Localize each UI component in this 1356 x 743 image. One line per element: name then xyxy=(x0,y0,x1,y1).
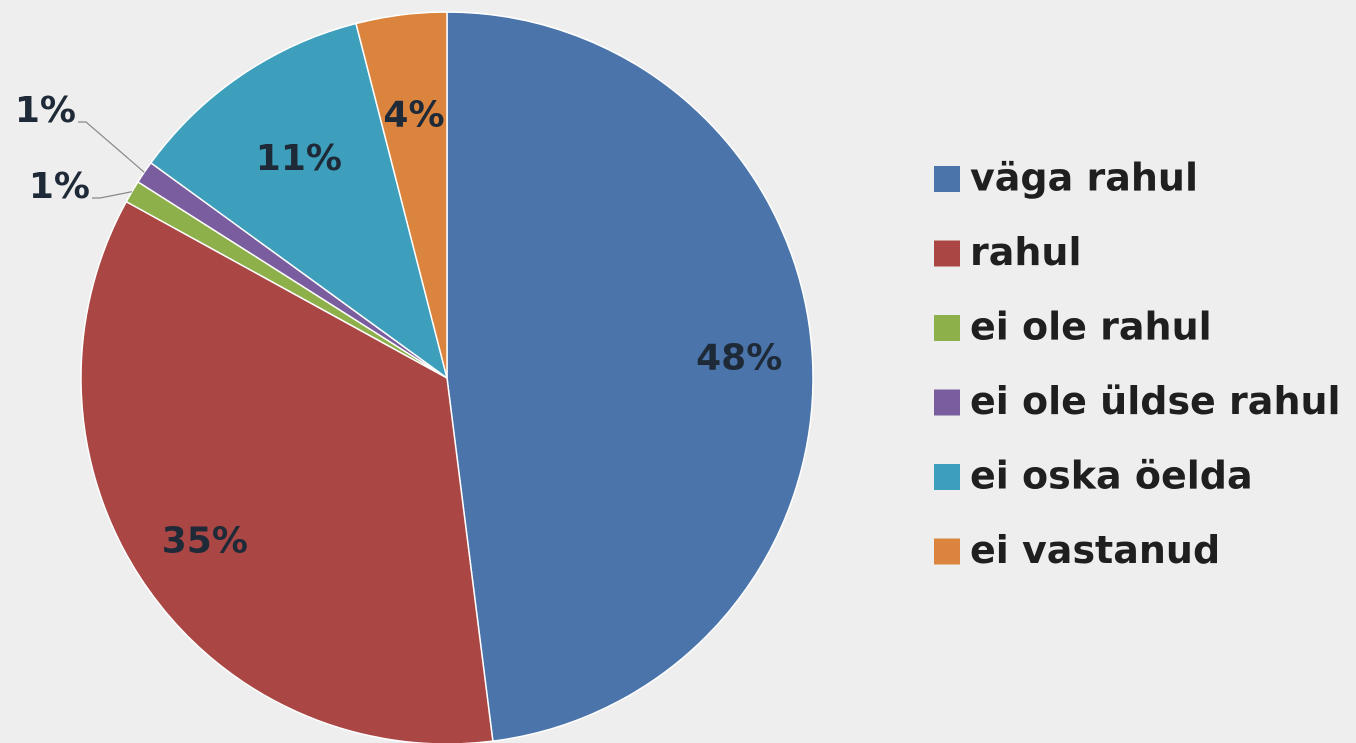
data-label: 1% xyxy=(29,166,90,207)
leader-line xyxy=(92,191,133,199)
data-label: 11% xyxy=(256,138,342,179)
data-label: 1% xyxy=(15,90,76,131)
data-label: 4% xyxy=(383,95,444,136)
leader-line xyxy=(78,121,145,173)
legend-label: ei ole rahul xyxy=(970,305,1212,349)
legend-label: ei oska öelda xyxy=(970,454,1253,498)
legend-swatch xyxy=(934,315,960,341)
legend-label: rahul xyxy=(970,230,1082,274)
pie-slice xyxy=(149,22,449,380)
legend-swatch xyxy=(934,538,960,565)
legend-label: ei vastanud xyxy=(970,528,1220,572)
pie-slice xyxy=(355,11,448,379)
data-label: 48% xyxy=(696,338,782,379)
legend-swatch xyxy=(934,464,960,490)
legend-swatch xyxy=(934,166,960,192)
pie-slice xyxy=(80,200,494,743)
legend-swatch xyxy=(934,240,960,267)
legend-label: ei ole üldse rahul xyxy=(970,379,1341,423)
pie-slice xyxy=(446,11,814,742)
data-label: 35% xyxy=(162,521,248,562)
legend-swatch xyxy=(934,389,960,416)
legend-label: väga rahul xyxy=(970,156,1198,200)
